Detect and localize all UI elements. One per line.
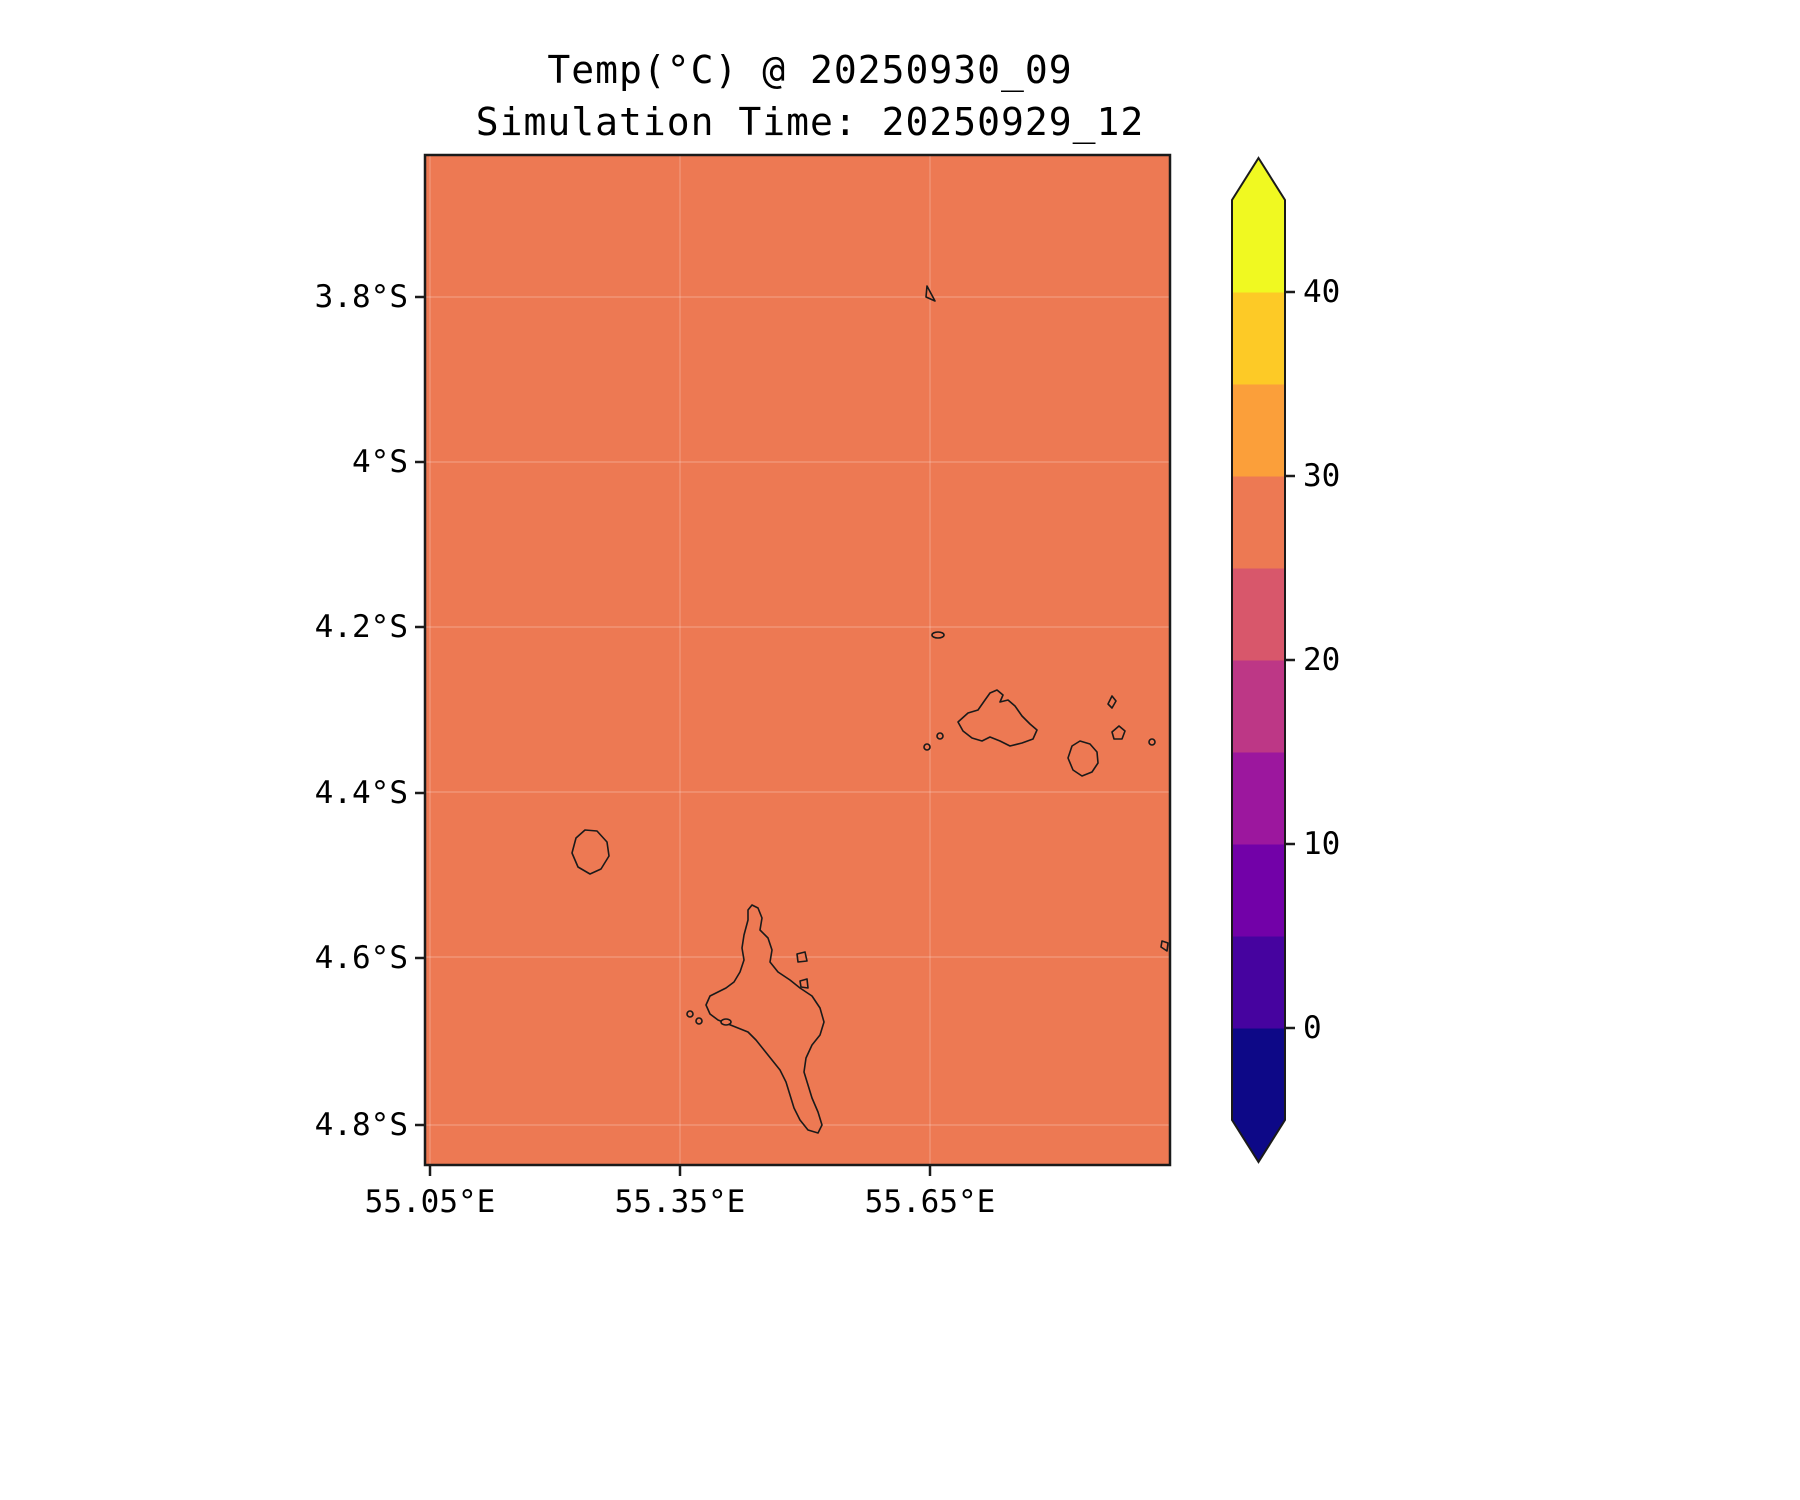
islet-coastline <box>1107 695 1117 709</box>
colorbar-tick-label: 30 <box>1303 458 1341 494</box>
y-tick-label: 4.4°S <box>314 775 408 811</box>
colorbar-outline <box>1231 156 1286 1164</box>
y-tick-label: 4.2°S <box>314 609 408 645</box>
x-tick-label: 55.05°E <box>364 1184 496 1220</box>
chart-title: Temp(°C) @ 20250930_09 <box>547 48 1073 92</box>
colorbar-band <box>1232 844 1285 937</box>
y-tick-label: 4.8°S <box>314 1107 408 1143</box>
chart-subtitle: Simulation Time: 20250929_12 <box>475 100 1145 144</box>
islet-coastline <box>923 743 931 751</box>
map-canvas <box>425 155 1170 1165</box>
islet-coastline <box>1111 725 1126 740</box>
islet-coastline <box>695 1017 703 1025</box>
islet-coastline <box>799 978 809 989</box>
colorbar-tick-label: 0 <box>1303 1010 1322 1046</box>
y-tick-label: 4°S <box>352 444 408 480</box>
y-tick-label: 4.6°S <box>314 940 408 976</box>
islet-coastline <box>796 951 808 963</box>
x-tick-label: 55.65°E <box>864 1184 996 1220</box>
map-plot-area <box>425 155 1170 1165</box>
colorbar-band <box>1232 752 1285 845</box>
islet-coastline <box>1160 940 1169 952</box>
islet-coastline <box>686 1010 694 1018</box>
islet-coastline <box>936 732 944 740</box>
colorbar-band <box>1232 200 1285 293</box>
island-coastline-praslin <box>957 689 1038 747</box>
colorbar-under-arrow <box>1232 1120 1285 1162</box>
islet-coastline <box>931 631 945 639</box>
colorbar-band <box>1232 476 1285 569</box>
y-tick-label: 3.8°S <box>314 279 408 315</box>
colorbar-band <box>1232 292 1285 385</box>
y-tick-marks <box>415 295 425 1127</box>
colorbar-over-arrow <box>1232 158 1285 200</box>
x-tick-marks <box>428 1165 932 1176</box>
colorbar-band <box>1232 384 1285 477</box>
colorbar-band <box>1232 568 1285 661</box>
islet-coastline <box>1148 738 1156 746</box>
island-coastline-la-digue <box>1067 740 1099 777</box>
colorbar-band <box>1232 1028 1285 1121</box>
colorbar-tick-label: 10 <box>1303 826 1341 862</box>
colorbar-band <box>1232 936 1285 1029</box>
colorbar-tick-label: 40 <box>1303 274 1341 310</box>
islet-coastline <box>720 1018 732 1026</box>
colorbar-band <box>1232 660 1285 753</box>
colorbar-tick-label: 20 <box>1303 642 1341 678</box>
x-tick-label: 55.35°E <box>614 1184 746 1220</box>
island-coastline-silhouette <box>571 829 610 875</box>
